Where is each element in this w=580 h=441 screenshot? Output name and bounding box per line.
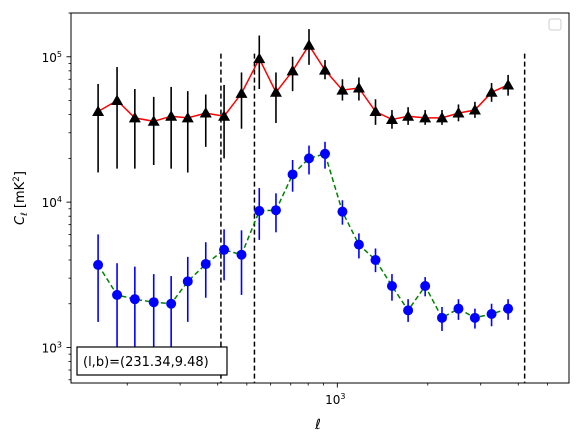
data-point: [148, 297, 159, 308]
data-point: [269, 86, 282, 97]
data-point: [111, 94, 124, 106]
data-point: [303, 153, 314, 164]
legend-box: [548, 18, 562, 31]
data-point: [468, 104, 481, 115]
annotation-box: (l,b)=(231.34,9.48): [76, 346, 228, 376]
x-axis-label: ℓ: [314, 417, 321, 433]
data-point: [486, 309, 497, 320]
y-axis-label: Cℓ [mK2]: [12, 171, 30, 225]
data-point: [436, 312, 447, 323]
data-point: [182, 276, 193, 287]
x-axis: 103: [126, 383, 548, 407]
data-point: [353, 239, 364, 250]
data-point: [502, 78, 515, 90]
y-tick-label: 104: [42, 195, 62, 210]
data-point: [485, 86, 498, 97]
data-point: [386, 280, 397, 291]
data-point: [435, 111, 448, 123]
data-point: [181, 111, 194, 123]
data-point: [270, 205, 281, 216]
data-point: [452, 107, 465, 118]
data-point: [302, 39, 315, 50]
data-point: [370, 254, 381, 265]
data-point: [166, 298, 177, 309]
annotation-text: (l,b)=(231.34,9.48): [83, 355, 209, 370]
data-point: [235, 87, 248, 98]
data-point: [92, 105, 105, 117]
data-point: [236, 249, 247, 260]
series-line: [97, 43, 509, 123]
data-point: [128, 111, 141, 123]
data-point: [402, 110, 415, 121]
data-point: [254, 205, 265, 216]
data-point: [319, 64, 332, 75]
data-point: [112, 289, 123, 300]
data-point: [403, 305, 414, 316]
data-point: [336, 84, 349, 95]
data-point: [369, 105, 382, 117]
data-point: [320, 148, 331, 159]
x-tick-label: 103: [325, 392, 345, 407]
series-line: [97, 152, 509, 319]
data-point: [419, 111, 432, 123]
y-tick-label: 103: [42, 341, 62, 356]
data-point: [199, 107, 212, 118]
y-tick-label: 105: [42, 50, 62, 65]
data-point: [218, 110, 231, 121]
data-point: [420, 280, 431, 291]
data-point: [219, 244, 230, 255]
data-point: [93, 259, 104, 270]
data-point: [337, 206, 348, 217]
data-point: [253, 52, 266, 64]
data-point: [453, 303, 464, 314]
y-axis: 103 104 105: [42, 12, 71, 381]
data-point: [469, 312, 480, 323]
data-point: [503, 303, 514, 314]
data-point: [165, 110, 178, 121]
data-point: [200, 259, 211, 270]
data-point: [352, 81, 365, 93]
plot-area: [92, 29, 526, 383]
data-point: [385, 113, 398, 125]
data-point: [286, 64, 299, 76]
plot-frame: [70, 12, 570, 384]
data-point: [147, 115, 160, 126]
data-point: [129, 294, 140, 305]
data-point: [287, 169, 298, 180]
